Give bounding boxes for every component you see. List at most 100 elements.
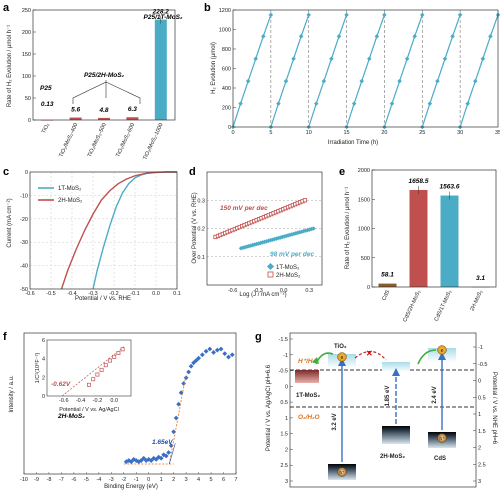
inset-point <box>91 377 96 382</box>
data-point <box>359 78 364 84</box>
2h-mos2-gap-label: 1.85 eV <box>385 386 391 407</box>
panel-g-right-tick: 3 <box>478 479 481 485</box>
panel-f-xtick-label: -2 <box>121 477 126 483</box>
data-point <box>245 78 251 84</box>
panel-g-left-tick: 0.5 <box>280 400 288 406</box>
category-label-2: CdS/1T-MoS₂ <box>434 289 454 322</box>
panel-g: g Potential / V vs. Ag/AgCl pH=6.6 Poten… <box>255 331 497 488</box>
annotation-bracket <box>72 80 141 104</box>
panel-g-right-tick: 1 <box>478 412 481 418</box>
data-point <box>404 56 410 62</box>
blocked-cross-icon: ✕ <box>366 349 373 358</box>
category-label-3: 2H-MoS₂ <box>469 289 484 312</box>
panel-d-yticks: 0.1 0.2 0.3 <box>197 198 205 261</box>
electron-symbol-tio2: e <box>341 355 344 361</box>
inset-point <box>95 372 100 377</box>
panel-f-xtick-label: 0 <box>147 477 150 483</box>
inset-xtick-label: -0.6 <box>59 398 68 404</box>
data-point <box>442 56 448 62</box>
panel-f-xtick-label: -10 <box>20 477 28 483</box>
data-point <box>367 56 372 62</box>
annotation-p25-1t-mos2: P25/1T-MoS₂ <box>144 14 183 21</box>
panel-b-xtick-label: 35 <box>495 130 500 136</box>
electron-symbol-cds: e <box>441 348 444 354</box>
panel-g-right-axis-label: Potential / V vs. NHE pH=6 <box>491 372 497 445</box>
inset-ytick-label: 4 <box>42 357 45 363</box>
panel-e-value-labels: 58.1 1658.5 1563.6 3.1 <box>381 178 485 282</box>
panel-g-left-tick: 2.5 <box>280 463 288 469</box>
panel-b-ytick-label: 600 <box>222 67 231 73</box>
tio2-arrow-head <box>338 358 346 366</box>
inset-fit-line <box>61 346 125 397</box>
panel-a-bars <box>41 15 167 121</box>
annotation-150mv: 150 mV per dec <box>220 205 268 212</box>
panel-c-ytick-label: -40 <box>20 264 28 270</box>
panel-g-left-tick: 0 <box>285 384 288 390</box>
panel-e: e Rate of H₂ Evolution / μmol h⁻¹ 0 500 10… <box>339 166 497 323</box>
inset-ytick-label: 2 <box>42 375 45 381</box>
panel-e-ytick-label: 1000 <box>358 227 370 233</box>
value-label-0: 0.13 <box>41 101 54 108</box>
panel-f-series <box>123 346 235 465</box>
panel-c-xtick-label: 0.0 <box>152 291 160 297</box>
panel-b-xtick-label: 10 <box>306 130 312 136</box>
category-label-0: TiO₂ <box>41 122 51 134</box>
data-point <box>480 56 486 62</box>
panel-b-series <box>230 10 500 130</box>
panel-d-ytick-label: 0.2 <box>197 227 205 233</box>
panel-c-ytick-label: -20 <box>20 217 28 223</box>
cds-label: CdS <box>434 456 446 462</box>
data-point <box>181 381 187 386</box>
data-point <box>226 354 231 360</box>
panel-c-xtick-label: -0.1 <box>130 291 139 297</box>
panel-f-xtick-label: -3 <box>109 477 114 483</box>
panel-f-xtick-label: -5 <box>84 477 89 483</box>
panel-e-ytick-label: 500 <box>361 256 370 262</box>
panel-c-xtick-label: 0.1 <box>173 291 181 297</box>
panel-d-frame <box>206 171 323 286</box>
panel-b-xtick-label: 5 <box>269 130 272 136</box>
data-point <box>283 78 289 84</box>
panel-a-value-labels: 0.13 5.6 4.8 6.3 228.2 <box>41 9 169 114</box>
data-point <box>183 375 189 381</box>
panel-f-xtick-label: 2 <box>172 477 175 483</box>
panel-f-xtick-label: -7 <box>59 477 64 483</box>
panel-a-ytick-label: 50 <box>25 96 31 102</box>
panel-f-xtick-label: -9 <box>34 477 39 483</box>
hole-icon <box>337 467 347 477</box>
data-point <box>488 34 493 39</box>
panel-label-g: g <box>255 331 262 343</box>
panel-f-ylabel: Intensity / a.u. <box>9 375 15 413</box>
data-point <box>298 34 304 39</box>
data-point <box>203 348 209 354</box>
data-point <box>268 12 274 18</box>
panel-f-xtick-label: 4 <box>197 477 200 483</box>
panel-c-ytick-label: 0 <box>25 170 28 176</box>
legend-marker-2h <box>267 271 274 278</box>
inset-xtick-label: -0.2 <box>93 398 102 404</box>
panel-b-xtick-label: 20 <box>381 130 387 136</box>
value-label-0: 58.1 <box>381 272 394 279</box>
panel-c-frame <box>29 171 178 290</box>
panel-c-xtick-label: -0.2 <box>109 291 118 297</box>
data-point <box>450 34 455 39</box>
data-point <box>321 78 327 84</box>
panel-b-ytick-label: 0 <box>228 125 231 131</box>
panel-f-xtick-label: 7 <box>234 477 237 483</box>
o-couple-label: O₂/H₂O <box>298 414 320 421</box>
panel-d-series <box>213 198 316 251</box>
panel-f-inset: 1/C²(10⁸F⁻²) Potential / V vs. Ag/AgCl -… <box>34 338 132 413</box>
panel-a-ytick-label: 200 <box>22 30 31 36</box>
panel-c-xlabel: Potential / V vs. RHE <box>75 296 131 302</box>
panel-g-right-tick: -0.5 <box>478 362 487 368</box>
category-label-1: TiO₂/MoS₂-400 <box>58 122 79 158</box>
hole-symbol-tio2: h⁺ <box>340 470 346 475</box>
data-point <box>427 101 433 106</box>
category-label-2: TiO₂/MoS₂-500 <box>87 122 108 158</box>
panel-d-xtick-label: 0.3 <box>305 288 313 294</box>
cycle-line-4 <box>383 14 423 128</box>
panel-g-right-tick: 1.5 <box>478 429 486 435</box>
inset-xlabel: Potential / V vs. Ag/AgCl <box>59 407 119 413</box>
panel-f-frame <box>23 332 237 475</box>
point-2h <box>302 198 308 203</box>
